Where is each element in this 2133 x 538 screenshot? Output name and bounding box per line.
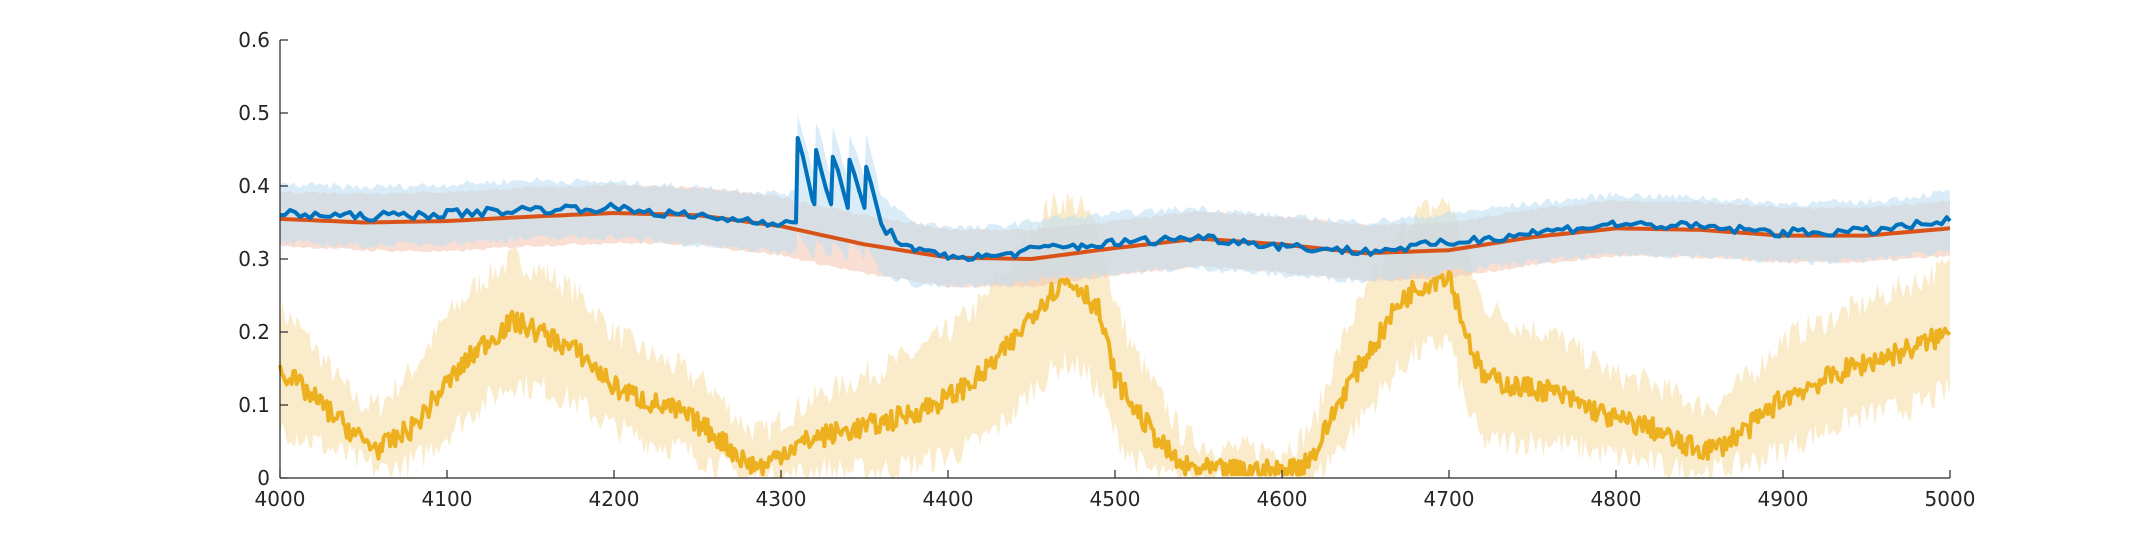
- series-3-line: [279, 136, 1952, 262]
- x-tick-label: 4000: [255, 487, 306, 511]
- x-tick-label: 4500: [1090, 487, 1141, 511]
- series-lines: [278, 136, 1952, 477]
- confidence-bands: [280, 114, 1950, 478]
- x-tick-label: 5000: [1925, 487, 1976, 511]
- y-tick-label: 0.3: [238, 247, 270, 271]
- y-tick-label: 0: [257, 466, 270, 490]
- y-tick-label: 0.5: [238, 101, 270, 125]
- y-tick-label: 0.6: [238, 28, 270, 52]
- x-tick-label: 4200: [589, 487, 640, 511]
- x-tick-label: 4900: [1758, 487, 1809, 511]
- y-axis-ticks: 0 0.1 0.2 0.3 0.4 0.5 0.6: [238, 28, 288, 490]
- series-1-band: [280, 192, 1950, 478]
- x-tick-label: 4100: [422, 487, 473, 511]
- x-tick-label: 4800: [1591, 487, 1642, 511]
- y-tick-label: 0.2: [238, 320, 270, 344]
- series-1-line: [278, 270, 1952, 477]
- x-tick-label: 4600: [1257, 487, 1308, 511]
- x-axis-ticks: 4000 4100 4200 4300 4400 4500 4600 4700 4800 4900…: [255, 470, 1976, 511]
- x-tick-label: 4700: [1424, 487, 1475, 511]
- series-3-band: [280, 114, 1950, 289]
- x-tick-label: 4400: [923, 487, 974, 511]
- y-tick-label: 0.1: [238, 393, 270, 417]
- y-tick-label: 0.4: [238, 174, 270, 198]
- x-tick-label: 4300: [756, 487, 807, 511]
- series-2-line: [279, 211, 1951, 261]
